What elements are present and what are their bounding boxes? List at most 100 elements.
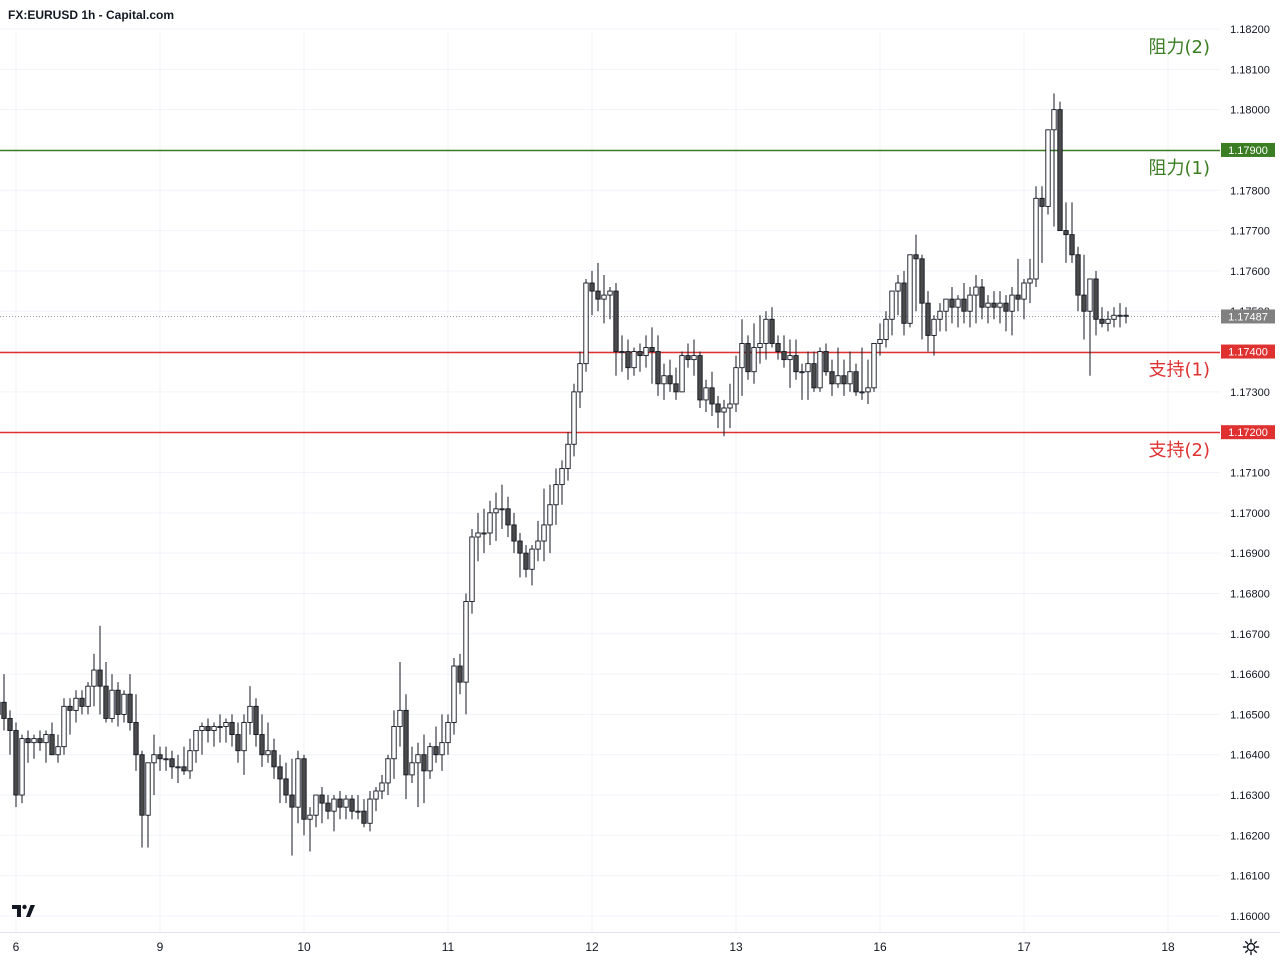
candle-body (68, 706, 72, 710)
candle-body (1112, 315, 1116, 319)
price-tick-label: 1.16200 (1230, 830, 1270, 842)
time-tick-label: 18 (1161, 940, 1175, 954)
candle-body (842, 376, 846, 384)
candle-body (608, 291, 612, 295)
price-tick-label: 1.17800 (1230, 185, 1270, 197)
candle-body (392, 727, 396, 759)
time-tick-label: 17 (1017, 940, 1031, 954)
candle-body (554, 485, 558, 505)
candle-body (806, 364, 810, 372)
candle-body (146, 763, 150, 815)
candle-body (644, 348, 648, 356)
candle-body (212, 727, 216, 731)
candle-body (794, 356, 798, 372)
candle (62, 698, 66, 754)
candle-body (836, 376, 840, 384)
price-axis[interactable]: 1.160001.161001.162001.163001.164001.165… (1220, 0, 1280, 932)
candle-body (494, 509, 498, 513)
candle-body (362, 811, 366, 823)
candle-body (260, 735, 264, 755)
candle-body (110, 690, 114, 718)
candle-body (470, 537, 474, 602)
candle-body (542, 525, 546, 541)
price-tick-label: 1.17600 (1230, 266, 1270, 278)
candle-body (164, 759, 168, 760)
candle-body (374, 791, 378, 799)
candle-body (896, 283, 900, 291)
candle-body (734, 368, 738, 404)
price-tick-label: 1.17300 (1230, 387, 1270, 399)
candle-body (500, 509, 504, 510)
candle-body (698, 356, 702, 400)
candle-body (416, 755, 420, 763)
candle-body (80, 698, 84, 706)
candle-body (860, 392, 864, 393)
candle-body (812, 364, 816, 388)
candle-body (626, 352, 630, 368)
candle-body (764, 319, 768, 343)
candle-body (962, 299, 966, 311)
settings-gear-icon[interactable] (1242, 938, 1260, 956)
candle-body (464, 602, 468, 683)
candle-body (680, 356, 684, 392)
candle-body (776, 343, 780, 351)
candle-body (890, 291, 894, 319)
candle-body (548, 505, 552, 525)
price-tick-label: 1.17700 (1230, 226, 1270, 238)
candle (584, 279, 588, 372)
candle-body (266, 751, 270, 755)
candle-body (2, 702, 6, 718)
candle-body (308, 815, 312, 819)
candle-body (602, 295, 606, 299)
candle-body (62, 706, 66, 746)
price-tick-label: 1.16900 (1230, 548, 1270, 560)
candle-body (524, 553, 528, 569)
candle-body (206, 727, 210, 731)
candle (698, 352, 702, 408)
candle-body (560, 468, 564, 484)
candle-body (284, 779, 288, 795)
candle-body (332, 799, 336, 811)
time-tick-label: 10 (297, 940, 311, 954)
candle-body (572, 392, 576, 444)
candle (818, 348, 822, 392)
candle-body (674, 384, 678, 392)
candle-body (902, 283, 906, 323)
candle-body (668, 376, 672, 384)
candle-body (584, 283, 588, 364)
price-tick-label: 1.16600 (1230, 669, 1270, 681)
candle-body (746, 343, 750, 371)
candle-body (236, 735, 240, 751)
candle-body (188, 751, 192, 771)
candle-body (854, 372, 858, 392)
candle-body (800, 372, 804, 373)
price-tick-label: 1.16700 (1230, 629, 1270, 641)
candle-body (404, 710, 408, 775)
candle-body (290, 795, 294, 807)
candle-body (410, 763, 414, 775)
candle-body (350, 799, 354, 811)
candle-body (170, 759, 174, 767)
candle-body (32, 739, 36, 743)
candle-body (314, 795, 318, 815)
candle-body (992, 303, 996, 307)
candle-body (578, 364, 582, 392)
candle-body (656, 352, 660, 384)
candle-body (1004, 303, 1008, 311)
candle-body (56, 747, 60, 755)
candle-body (1016, 295, 1020, 299)
candle-body (272, 751, 276, 767)
candle-body (446, 722, 450, 742)
candle-body (710, 388, 714, 404)
level-label: 阻力(2) (1149, 37, 1211, 58)
tradingview-logo-icon[interactable] (9, 899, 37, 921)
candle-body (818, 352, 822, 388)
candle-body (248, 706, 252, 722)
level-label: 支持(2) (1149, 440, 1211, 461)
candle-body (986, 303, 990, 307)
candle-body (596, 291, 600, 299)
candle-body (1058, 110, 1062, 231)
